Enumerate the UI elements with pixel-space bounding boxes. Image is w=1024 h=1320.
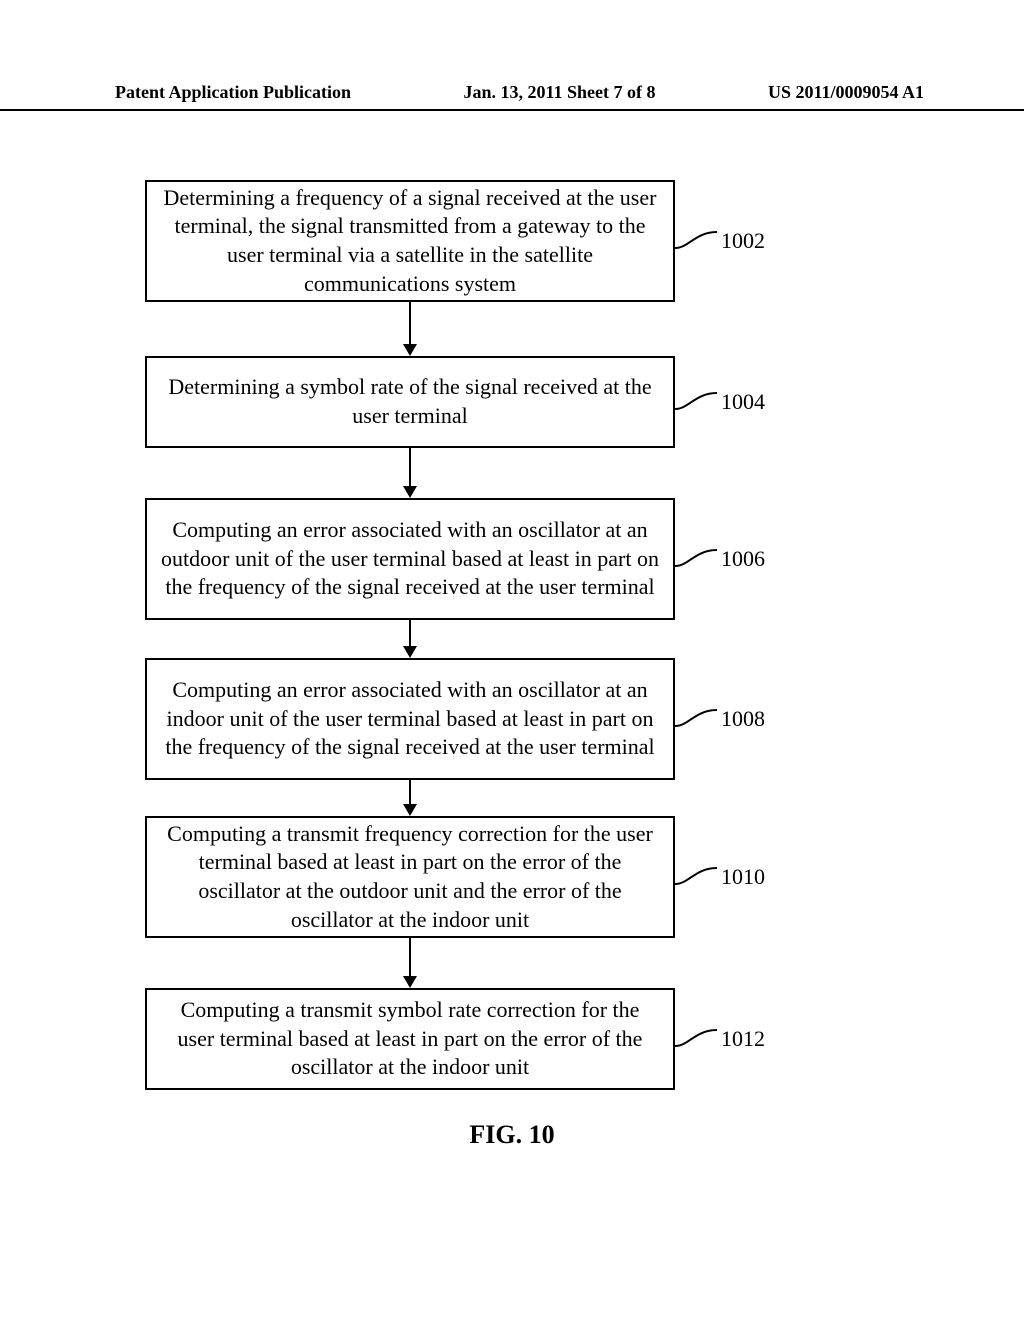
flow-step-row: Computing an error associated with an os… [145,498,905,620]
flow-step-box: Determining a frequency of a signal rece… [145,180,675,302]
flow-arrow [145,938,675,988]
flow-step-row: Computing an error associated with an os… [145,658,905,780]
patent-header: Patent Application Publication Jan. 13, … [0,82,1024,111]
flow-step-box: Computing an error associated with an os… [145,498,675,620]
flow-step-row: Computing a transmit symbol rate correct… [145,988,905,1090]
header-center: Jan. 13, 2011 Sheet 7 of 8 [463,82,655,103]
flow-arrow [145,620,675,658]
reference-leader: 1004 [675,387,765,417]
reference-leader: 1002 [675,226,765,256]
flowchart: Determining a frequency of a signal rece… [145,180,905,1090]
reference-number: 1004 [721,389,765,415]
flow-step-text: Computing an error associated with an os… [161,676,659,762]
flow-step-box: Determining a symbol rate of the signal … [145,356,675,448]
reference-leader: 1012 [675,1024,765,1054]
reference-number: 1006 [721,546,765,572]
reference-number: 1002 [721,228,765,254]
reference-number: 1008 [721,706,765,732]
flow-step-row: Computing a transmit frequency correctio… [145,816,905,938]
reference-leader: 1010 [675,862,765,892]
flow-step-box: Computing an error associated with an os… [145,658,675,780]
flow-step-text: Computing an error associated with an os… [161,516,659,602]
reference-number: 1012 [721,1026,765,1052]
flow-step-text: Determining a symbol rate of the signal … [161,373,659,430]
flow-step-text: Determining a frequency of a signal rece… [161,184,659,298]
reference-leader: 1008 [675,704,765,734]
figure-caption: FIG. 10 [0,1120,1024,1150]
flow-step-row: Determining a symbol rate of the signal … [145,356,905,448]
flow-step-text: Computing a transmit symbol rate correct… [161,996,659,1082]
flow-arrow [145,448,675,498]
flow-step-box: Computing a transmit symbol rate correct… [145,988,675,1090]
header-right: US 2011/0009054 A1 [768,82,924,103]
flow-step-box: Computing a transmit frequency correctio… [145,816,675,938]
page: Patent Application Publication Jan. 13, … [0,0,1024,1320]
flow-step-row: Determining a frequency of a signal rece… [145,180,905,302]
header-left: Patent Application Publication [115,82,351,103]
flow-arrow [145,780,675,816]
reference-number: 1010 [721,864,765,890]
reference-leader: 1006 [675,544,765,574]
flow-step-text: Computing a transmit frequency correctio… [161,820,659,934]
flow-arrow [145,302,675,356]
